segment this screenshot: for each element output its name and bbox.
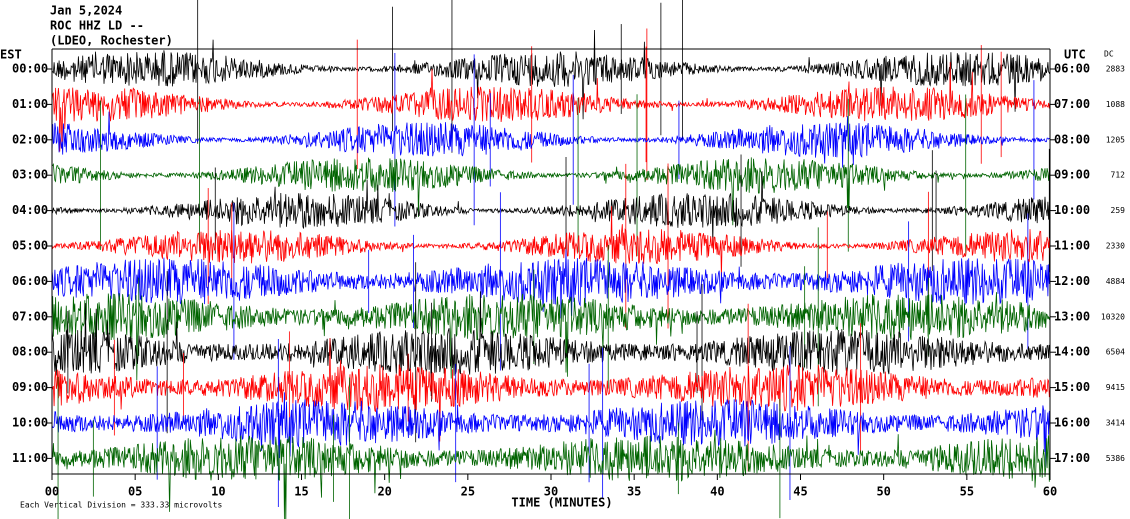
header-line: Jan 5,2024 xyxy=(50,4,122,18)
left-label: EST xyxy=(0,48,22,62)
dc-value: 6504 xyxy=(1106,348,1125,357)
utc-label: 12:00 xyxy=(1054,274,1090,288)
trace xyxy=(51,157,1051,226)
dc-value: 259 xyxy=(1111,206,1126,215)
est-label: 03:00 xyxy=(12,168,48,182)
dc-value: 3414 xyxy=(1106,419,1125,428)
x-tick-label: 60 xyxy=(1043,485,1057,499)
trace xyxy=(51,291,1051,397)
dc-value: 10320 xyxy=(1101,312,1125,321)
trace xyxy=(51,392,1051,467)
x-tick-label: 05 xyxy=(128,485,142,499)
right-label: UTC xyxy=(1064,48,1086,62)
trace xyxy=(51,338,1051,442)
trace xyxy=(51,29,1051,120)
dc-value: 4884 xyxy=(1106,277,1125,286)
x-tick-label: 45 xyxy=(793,485,807,499)
x-tick-label: 15 xyxy=(294,485,308,499)
header-line: (LDEO, Rochester) xyxy=(50,34,173,48)
labels: 00:00 06:00 2883 01:00 07:00 1088 02:00 08:00 12… xyxy=(12,62,1125,499)
utc-label: 09:00 xyxy=(1054,168,1090,182)
x-tick-label: 20 xyxy=(377,485,391,499)
utc-label: 14:00 xyxy=(1054,345,1090,359)
x-tick-label: 40 xyxy=(710,485,724,499)
utc-label: 15:00 xyxy=(1054,380,1090,394)
utc-label: 08:00 xyxy=(1054,132,1090,146)
x-tick-label: 00 xyxy=(45,485,59,499)
header-line: ROC HHZ LD -- xyxy=(50,19,144,33)
utc-label: 10:00 xyxy=(1054,203,1090,217)
est-label: 10:00 xyxy=(12,416,48,430)
utc-label: 06:00 xyxy=(1054,62,1090,76)
x-tick-label: 10 xyxy=(211,485,225,499)
est-label: 05:00 xyxy=(12,239,48,253)
utc-label: 17:00 xyxy=(1054,451,1090,465)
trace xyxy=(51,62,1051,152)
dc-value: 1205 xyxy=(1106,135,1125,144)
est-label: 04:00 xyxy=(12,203,48,217)
est-label: 07:00 xyxy=(12,309,48,323)
x-tick-label: 55 xyxy=(960,485,974,499)
trace xyxy=(51,292,1051,381)
dc-value: 9415 xyxy=(1106,383,1125,392)
traces xyxy=(51,0,1051,519)
x-axis-label: TIME (MINUTES) xyxy=(511,496,612,510)
est-label: 02:00 xyxy=(12,132,48,146)
trace xyxy=(51,171,1051,244)
est-label: 09:00 xyxy=(12,380,48,394)
dc-value: 5386 xyxy=(1106,454,1125,463)
trace xyxy=(51,111,1051,168)
dc-label: DC xyxy=(1104,50,1114,59)
footer: Each Vertical Division = 333.33 microvol… xyxy=(20,501,222,510)
dc-value: 712 xyxy=(1111,171,1126,180)
est-label: 00:00 xyxy=(12,62,48,76)
utc-label: 13:00 xyxy=(1054,309,1090,323)
x-tick-label: 25 xyxy=(461,485,475,499)
utc-label: 07:00 xyxy=(1054,97,1090,111)
utc-label: 16:00 xyxy=(1054,416,1090,430)
trace xyxy=(51,429,1051,519)
x-tick-label: 50 xyxy=(876,485,890,499)
trace xyxy=(51,249,1051,319)
est-label: 01:00 xyxy=(12,97,48,111)
dc-value: 1088 xyxy=(1106,100,1125,109)
dc-value: 2883 xyxy=(1106,65,1125,74)
trace xyxy=(51,206,1051,278)
est-label: 08:00 xyxy=(12,345,48,359)
est-label: 06:00 xyxy=(12,274,48,288)
est-label: 11:00 xyxy=(12,451,48,465)
utc-label: 11:00 xyxy=(1054,239,1090,253)
x-tick-label: 35 xyxy=(627,485,641,499)
x-tick-label: 30 xyxy=(544,485,558,499)
dc-value: 2330 xyxy=(1106,242,1125,251)
